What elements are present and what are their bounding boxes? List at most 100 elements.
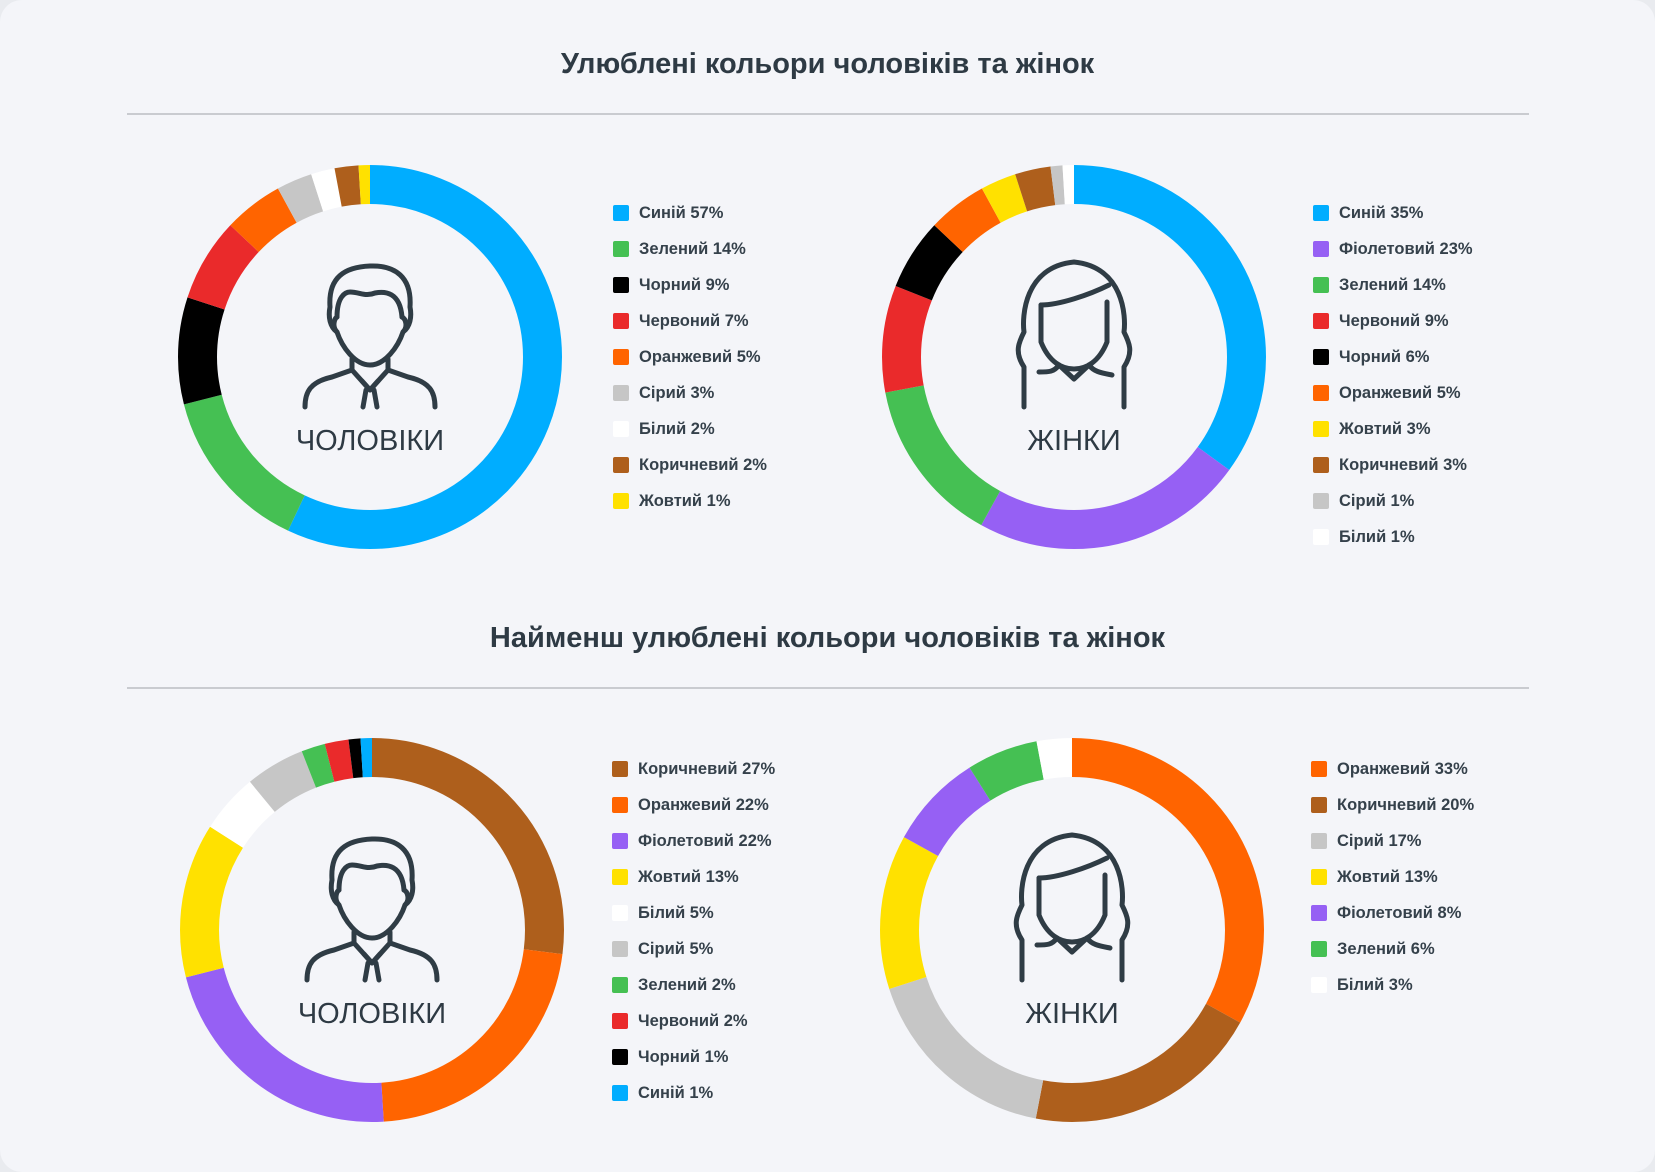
legend-label: Сірий 17% — [1337, 831, 1422, 850]
legend-swatch — [1313, 457, 1329, 473]
legend-item: Синій 57% — [613, 195, 767, 231]
legend-label: Оранжевий 22% — [638, 795, 769, 814]
legend-item: Зелений 6% — [1311, 931, 1474, 967]
legend-label: Білий 2% — [639, 419, 715, 438]
legend-swatch — [1313, 241, 1329, 257]
legend-item: Чорний 9% — [613, 267, 767, 303]
legend-label: Оранжевий 33% — [1337, 759, 1468, 778]
legend-item: Оранжевий 22% — [612, 787, 775, 823]
legend-swatch — [613, 457, 629, 473]
legend-item: Синій 1% — [612, 1075, 775, 1111]
donut-slice-2 — [880, 738, 1264, 1122]
legend-swatch — [613, 241, 629, 257]
legend-label: Коричневий 27% — [638, 759, 776, 778]
legend-label: Зелений 14% — [1339, 275, 1446, 294]
legend-label: Зелений 2% — [638, 975, 736, 994]
legend-swatch — [1313, 493, 1329, 509]
legend-label: Синій 1% — [638, 1083, 714, 1102]
donut-chart — [178, 165, 562, 549]
donut-slice-4 — [880, 738, 1264, 1122]
legend-item: Сірий 3% — [613, 375, 767, 411]
legend-item: Синій 35% — [1313, 195, 1473, 231]
legend-swatch — [612, 1013, 628, 1029]
legend-swatch — [1311, 797, 1327, 813]
legend-item: Зелений 14% — [1313, 267, 1473, 303]
donut-chart — [180, 738, 564, 1122]
legend-swatch — [1311, 905, 1327, 921]
legend-swatch — [612, 1085, 628, 1101]
legend-item: Зелений 14% — [613, 231, 767, 267]
legend-item: Жовтий 3% — [1313, 411, 1473, 447]
legend-label: Фіолетовий 8% — [1337, 903, 1462, 922]
legend-swatch — [613, 421, 629, 437]
legend-swatch — [1313, 277, 1329, 293]
legend-label: Білий 1% — [1339, 527, 1415, 546]
legend-label: Оранжевий 5% — [1339, 383, 1461, 402]
legend-swatch — [612, 761, 628, 777]
legend-item: Червоний 2% — [612, 1003, 775, 1039]
legend: Синій 57% Зелений 14% Чорний 9% Червоний 7%… — [613, 195, 767, 519]
legend-label: Синій 57% — [639, 203, 724, 222]
legend-label: Коричневий 3% — [1339, 455, 1467, 474]
legend: Коричневий 27% Оранжевий 22% Фіолетовий 22… — [612, 751, 775, 1111]
legend-swatch — [1311, 869, 1327, 885]
legend-label: Фіолетовий 22% — [638, 831, 772, 850]
legend-item: Чорний 1% — [612, 1039, 775, 1075]
legend-swatch — [1311, 761, 1327, 777]
donut-slice-4 — [882, 165, 1266, 549]
legend-label: Жовтий 13% — [1337, 867, 1438, 886]
woman-icon — [994, 247, 1164, 422]
legend-label: Синій 35% — [1339, 203, 1424, 222]
donut-slice-7 — [880, 738, 1264, 1122]
legend-label: Сірий 5% — [638, 939, 714, 958]
legend-label: Білий 5% — [638, 903, 714, 922]
legend-label: Коричневий 20% — [1337, 795, 1475, 814]
legend-swatch — [613, 277, 629, 293]
legend-item: Коричневий 3% — [1313, 447, 1473, 483]
group-label: ЖІНКИ — [1025, 998, 1119, 1030]
donut-slice-3 — [178, 165, 562, 549]
legend-item: Червоний 9% — [1313, 303, 1473, 339]
group-label: ЧОЛОВІКИ — [297, 998, 447, 1030]
legend-swatch — [612, 905, 628, 921]
legend-item: Фіолетовий 23% — [1313, 231, 1473, 267]
legend-item: Жовтий 1% — [613, 483, 767, 519]
legend-swatch — [1313, 313, 1329, 329]
donut-slice-10 — [180, 738, 564, 1122]
legend-item: Оранжевий 33% — [1311, 751, 1474, 787]
legend-swatch — [1313, 349, 1329, 365]
legend-swatch — [1311, 977, 1327, 993]
legend-swatch — [612, 977, 628, 993]
legend-swatch — [612, 797, 628, 813]
legend: Оранжевий 33% Коричневий 20% Сірий 17% Жовт… — [1311, 751, 1474, 1003]
legend-item: Сірий 1% — [1313, 483, 1473, 519]
man-icon — [290, 247, 460, 422]
legend-item: Коричневий 27% — [612, 751, 775, 787]
legend-swatch — [613, 349, 629, 365]
legend-label: Чорний 6% — [1339, 347, 1430, 366]
legend-swatch — [1313, 385, 1329, 401]
legend-label: Оранжевий 5% — [639, 347, 761, 366]
legend-label: Червоний 9% — [1339, 311, 1449, 330]
donut-slice-9 — [178, 165, 562, 549]
legend-label: Жовтий 13% — [638, 867, 739, 886]
legend-label: Зелений 6% — [1337, 939, 1435, 958]
legend-swatch — [613, 385, 629, 401]
legend-swatch — [612, 941, 628, 957]
legend-item: Білий 2% — [613, 411, 767, 447]
donut-slice-4 — [180, 738, 564, 1122]
legend-item: Оранжевий 5% — [613, 339, 767, 375]
section-title-favorite: Улюблені кольори чоловіків та жінок — [560, 48, 1095, 80]
legend-swatch — [613, 313, 629, 329]
group-label: ЖІНКИ — [1027, 425, 1121, 457]
legend-label: Червоний 7% — [639, 311, 749, 330]
legend-label: Коричневий 2% — [639, 455, 767, 474]
legend-item: Фіолетовий 22% — [612, 823, 775, 859]
woman-icon — [992, 820, 1162, 995]
legend-label: Фіолетовий 23% — [1339, 239, 1473, 258]
legend-item: Червоний 7% — [613, 303, 767, 339]
section-title-least-favorite: Найменш улюблені кольори чоловіків та жі… — [489, 622, 1166, 654]
legend-item: Білий 1% — [1313, 519, 1473, 555]
group-label: ЧОЛОВІКИ — [295, 425, 445, 457]
